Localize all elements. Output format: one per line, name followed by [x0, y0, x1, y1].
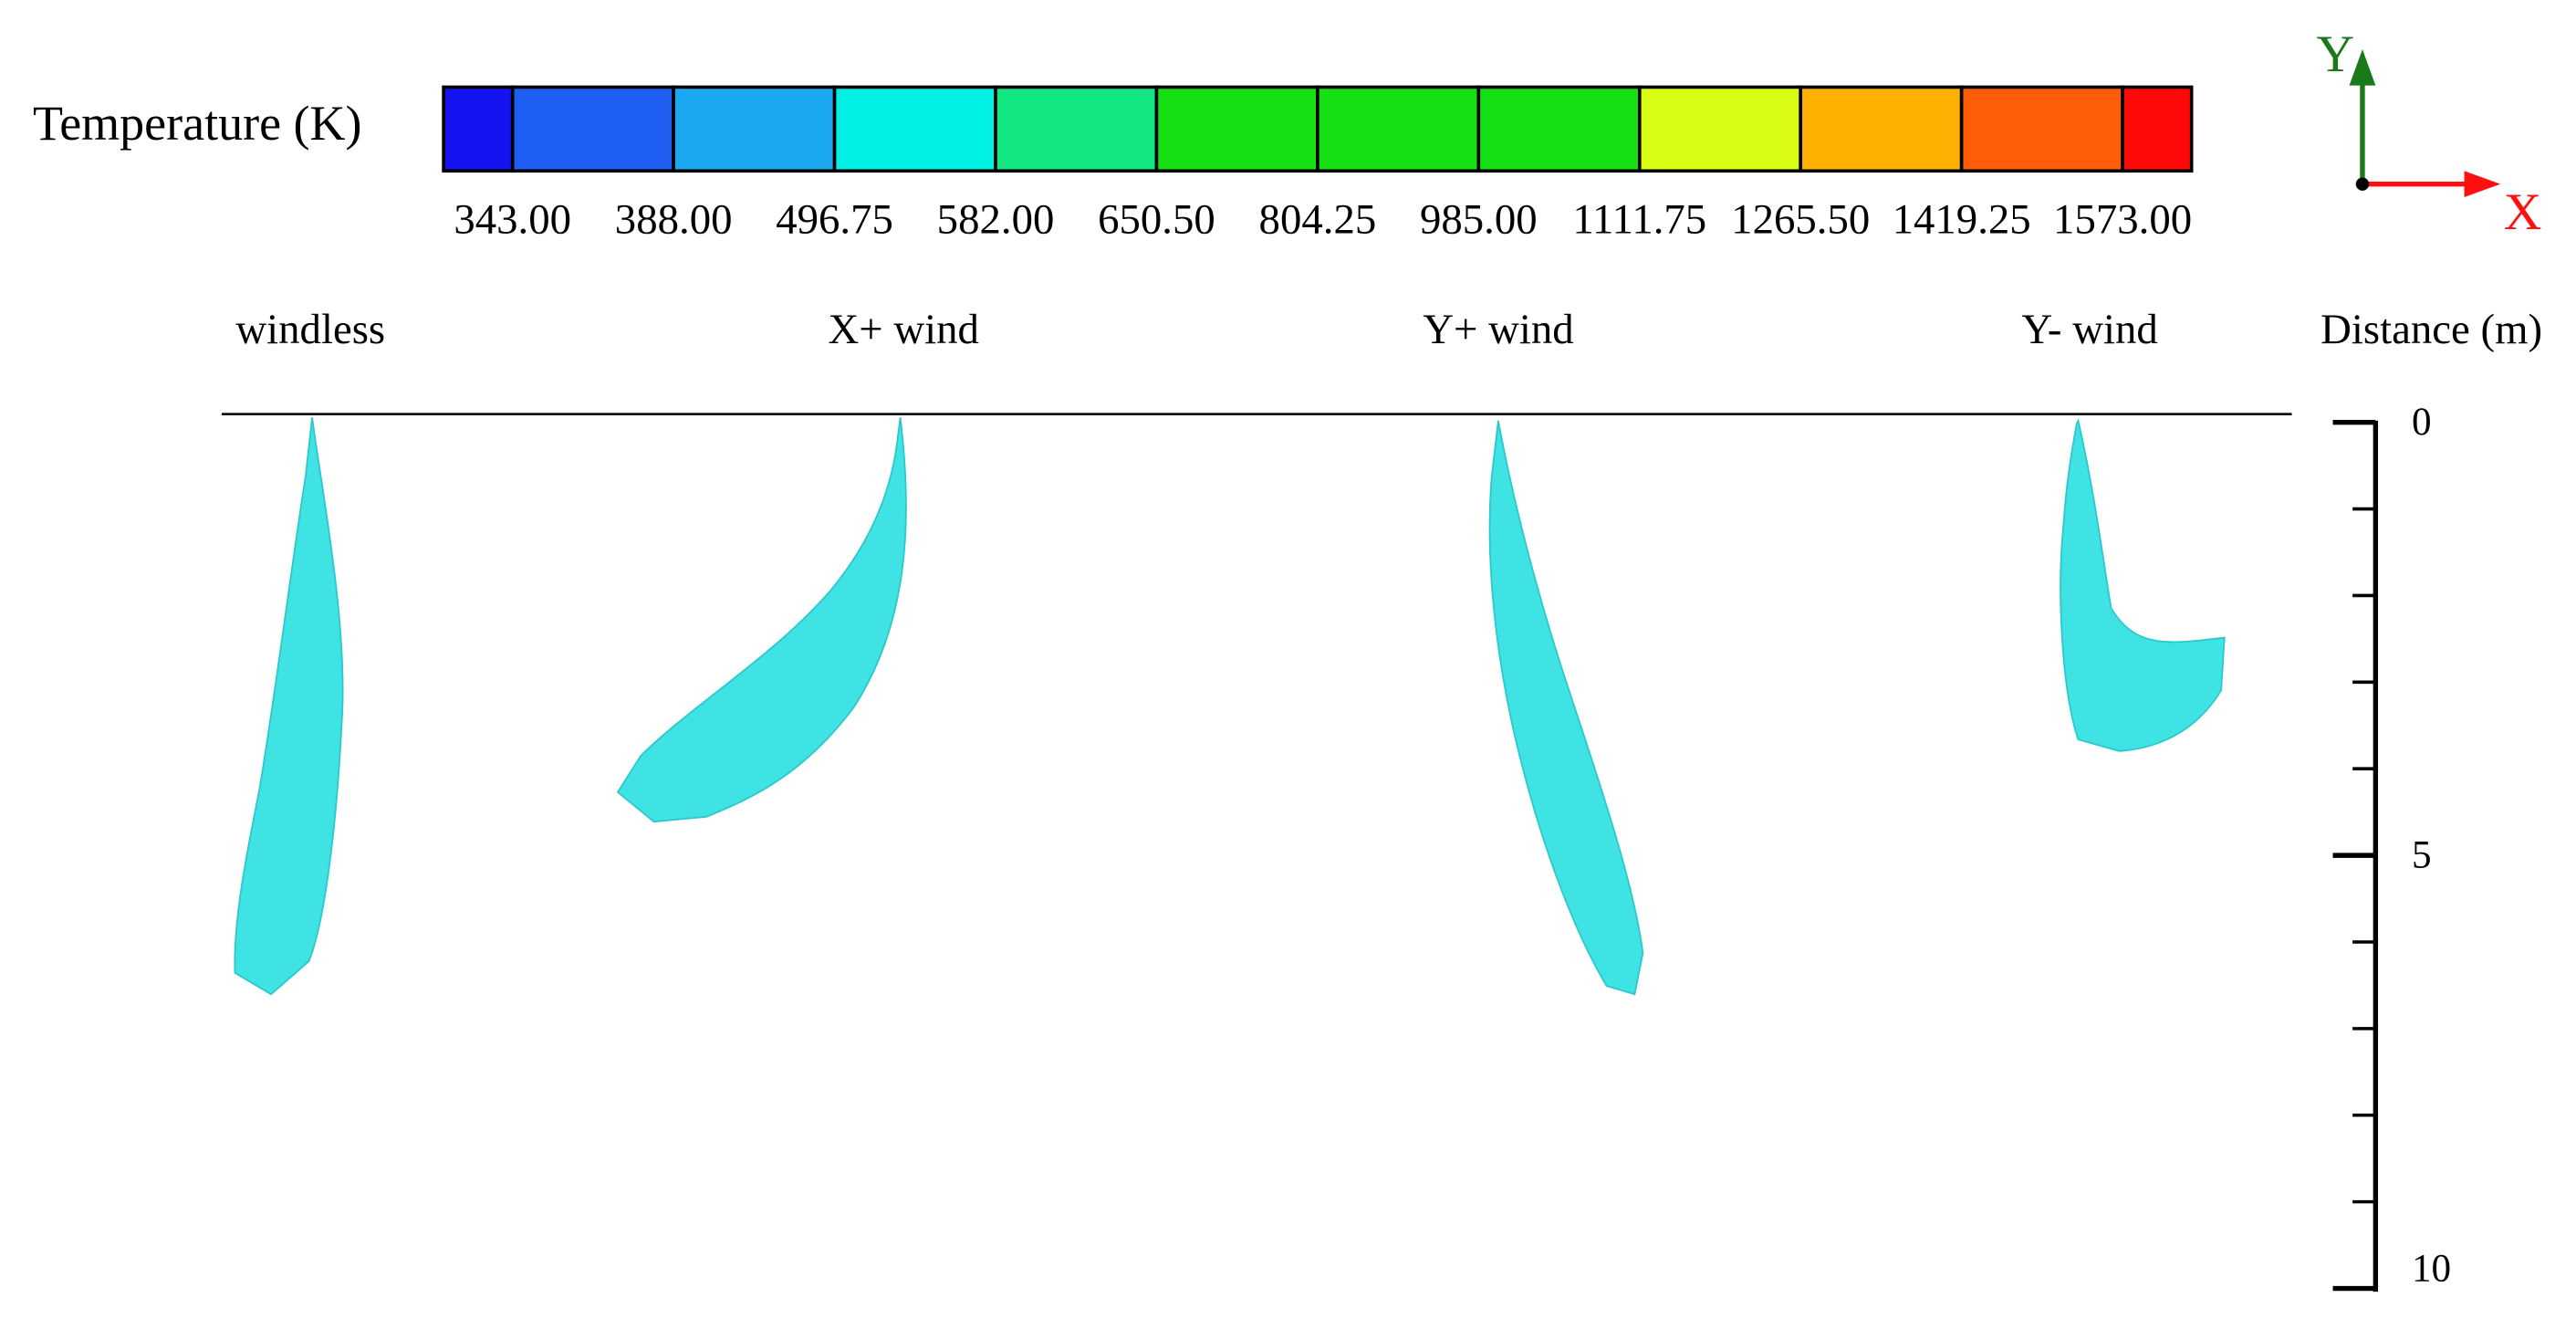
plume-y-plus — [1488, 420, 1644, 996]
panel-label: Y+ wind — [1423, 306, 1573, 353]
colorbar-label: 388.00 — [615, 196, 733, 244]
colorbar-label: 985.00 — [1420, 196, 1538, 244]
colorbar-swatch — [672, 85, 837, 173]
colorbar-label: 1573.00 — [2053, 196, 2192, 244]
colorbar-swatch — [1476, 85, 1642, 173]
scale-tick-label: 10 — [2412, 1247, 2451, 1290]
colorbar-label: 496.75 — [776, 196, 893, 244]
colorbar-swatch — [994, 85, 1159, 173]
colorbar-label: 650.50 — [1098, 196, 1215, 244]
origin — [2355, 177, 2370, 191]
colorbar-label: 1111.75 — [1572, 196, 1706, 244]
colorbar-swatch — [832, 85, 997, 173]
panel-label: X+ wind — [828, 306, 978, 353]
x-arrowhead — [2464, 171, 2501, 198]
plume-y-minus — [2060, 418, 2226, 752]
colorbar-swatch — [510, 85, 675, 173]
colorbar-label: 804.25 — [1259, 196, 1377, 244]
y-label: Y — [2317, 26, 2355, 83]
colorbar-swatch — [1637, 85, 1803, 173]
colorbar-swatch — [442, 85, 515, 173]
plume-windless — [234, 417, 344, 996]
panel-label: windless — [235, 306, 385, 353]
panel-label: Y- wind — [2021, 306, 2158, 353]
colorbar-swatch — [2121, 85, 2194, 173]
colorbar-swatch — [1154, 85, 1319, 173]
plume-x-plus — [616, 417, 907, 823]
scale-tick-label: 0 — [2412, 401, 2432, 444]
colorbar-swatch — [1959, 85, 2124, 173]
x-label: X — [2504, 183, 2542, 241]
scale-tick-label: 5 — [2412, 834, 2432, 877]
legend-title: Temperature (K) — [33, 96, 362, 151]
colorbar-swatch — [1799, 85, 1964, 173]
y-arrowhead — [2349, 49, 2376, 86]
colorbar-label: 1419.25 — [1893, 196, 2031, 244]
scale-title: Distance (m) — [2320, 306, 2542, 353]
colorbar-label: 343.00 — [454, 196, 571, 244]
colorbar-label: 1265.50 — [1731, 196, 1870, 244]
colorbar-label: 582.00 — [937, 196, 1055, 244]
colorbar-swatch — [1316, 85, 1481, 173]
